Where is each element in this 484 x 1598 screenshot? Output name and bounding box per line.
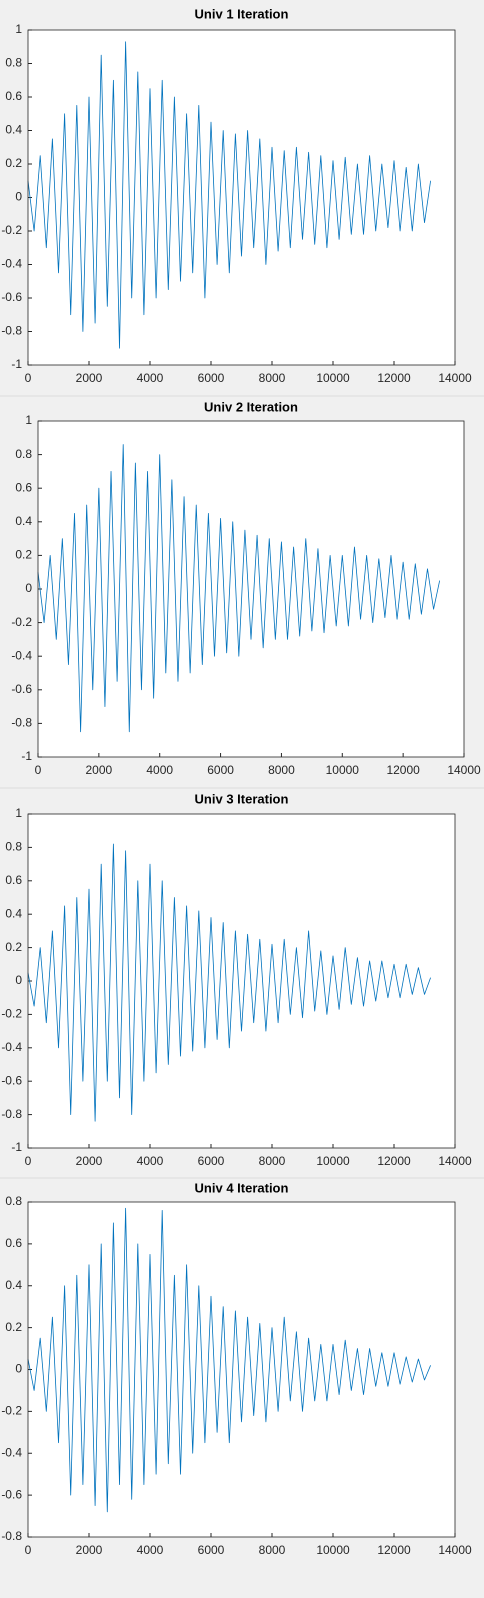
waveform-line [27,843,431,1122]
x-tick-label: 14000 [447,763,481,777]
x-tick-label: 2000 [76,1543,103,1557]
y-tick-label: 0.2 [5,1320,22,1334]
y-tick-label: 0.8 [5,1194,22,1208]
x-tick-label: 12000 [386,763,420,777]
x-tick-label: 10000 [316,371,350,385]
y-tick-label: -0.8 [11,716,32,730]
x-tick-label: 10000 [316,1154,350,1168]
waveform-line [27,1207,431,1513]
chart-title: Univ 3 Iteration [195,791,289,806]
x-tick-label: 8000 [259,371,286,385]
y-tick-label: -0.2 [1,1404,22,1418]
x-tick-label: 6000 [198,371,225,385]
axes-box [27,813,456,1149]
chart-title: Univ 4 Iteration [195,1180,289,1195]
chart-title: Univ 2 Iteration [204,399,298,414]
x-tick-label: 6000 [207,763,234,777]
y-tick-label: 0.4 [15,514,32,528]
y-tick-label: 0.6 [15,480,32,494]
y-tick-label: 0.8 [5,56,22,70]
axes-box [37,420,465,758]
y-tick-label: -0.6 [1,290,22,304]
x-tick-label: 12000 [377,1543,411,1557]
x-tick-label: 4000 [137,1543,164,1557]
y-tick-label: 1 [15,806,22,820]
y-tick-label: 0.2 [5,940,22,954]
y-tick-label: -0.4 [11,648,32,662]
axes-box [27,29,456,366]
x-tick-label: 8000 [259,1543,286,1557]
x-tick-label: 14000 [438,1543,472,1557]
x-tick-label: 12000 [377,1154,411,1168]
y-tick-label: -1 [11,357,22,371]
waveform-line [27,41,431,349]
x-tick-label: 2000 [76,1154,103,1168]
y-tick-label: 0.2 [5,156,22,170]
x-tick-label: 4000 [137,371,164,385]
x-tick-label: 12000 [377,371,411,385]
x-tick-label: 14000 [438,371,472,385]
y-tick-label: 0 [15,1362,22,1376]
plot-area [28,814,455,1148]
y-tick-label: -0.2 [1,1007,22,1021]
x-tick-label: 0 [25,371,32,385]
y-tick-label: -0.4 [1,1040,22,1054]
waveform-line [37,444,441,733]
x-tick-label: 14000 [438,1154,472,1168]
x-tick-label: 6000 [198,1154,225,1168]
plot-area [38,421,464,757]
x-tick-label: 0 [25,1154,32,1168]
y-tick-label: -0.8 [1,1529,22,1543]
y-tick-label: 0.4 [5,123,22,137]
y-tick-label: 1 [15,22,22,36]
y-tick-label: 0.6 [5,873,22,887]
x-tick-label: 8000 [268,763,295,777]
x-tick-label: 2000 [76,371,103,385]
x-tick-label: 0 [25,1543,32,1557]
y-tick-label: 0 [25,581,32,595]
x-tick-label: 0 [35,763,42,777]
y-tick-label: -0.6 [11,682,32,696]
y-tick-label: -0.6 [1,1487,22,1501]
y-tick-label: 0.6 [5,89,22,103]
y-tick-label: 0.6 [5,1236,22,1250]
y-tick-label: -0.8 [1,324,22,338]
y-tick-label: 0 [15,973,22,987]
y-tick-label: 0.2 [15,548,32,562]
x-tick-label: 8000 [259,1154,286,1168]
y-tick-label: 0.4 [5,906,22,920]
y-tick-label: 0.8 [5,840,22,854]
x-tick-label: 2000 [86,763,113,777]
y-tick-label: -0.2 [11,615,32,629]
x-tick-label: 10000 [316,1543,350,1557]
x-tick-label: 6000 [198,1543,225,1557]
x-tick-label: 10000 [326,763,360,777]
x-tick-label: 4000 [137,1154,164,1168]
plot-area [28,30,455,365]
y-tick-label: 1 [25,413,32,427]
x-tick-label: 4000 [146,763,173,777]
plot-area [28,1202,455,1537]
chart-title: Univ 1 Iteration [195,6,289,21]
y-tick-label: -0.4 [1,1445,22,1459]
y-tick-label: 0 [15,190,22,204]
y-tick-label: -1 [11,1140,22,1154]
y-tick-label: 0.8 [15,447,32,461]
y-tick-label: -0.6 [1,1073,22,1087]
y-tick-label: -1 [21,749,32,763]
y-tick-label: -0.2 [1,223,22,237]
y-tick-label: 0.4 [5,1278,22,1292]
y-tick-label: -0.8 [1,1107,22,1121]
axes-box [27,1201,456,1538]
y-tick-label: -0.4 [1,257,22,271]
